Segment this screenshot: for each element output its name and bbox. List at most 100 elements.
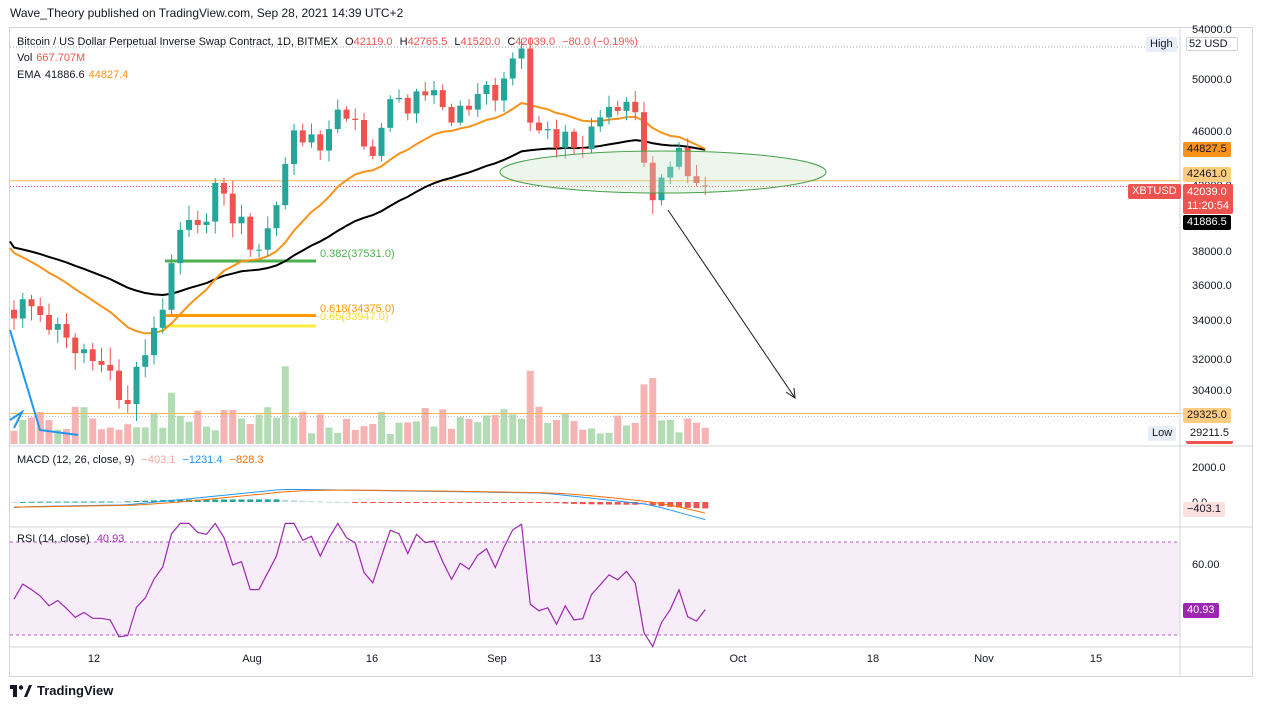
candle-body xyxy=(702,185,709,187)
volume-bar xyxy=(176,415,184,444)
macd-histogram-bar xyxy=(151,500,157,502)
macd-histogram-bar xyxy=(264,499,271,502)
candle-body xyxy=(203,221,210,225)
volume-value: 667.707M xyxy=(36,52,86,64)
rsi-value: 40.93 xyxy=(96,533,125,545)
candle-body xyxy=(212,182,219,222)
wave-drawing xyxy=(9,329,79,436)
macd-histogram-bar xyxy=(11,502,17,503)
macd-histogram-bar xyxy=(413,502,420,503)
countdown: 11:20:54 xyxy=(1187,200,1230,212)
macd-histogram-bar xyxy=(693,502,700,509)
rsi-band-fill xyxy=(10,542,1180,635)
volume-bar xyxy=(185,421,193,444)
macd-histogram-bar xyxy=(28,501,35,503)
macd-histogram-bar xyxy=(116,501,122,503)
volume-bar xyxy=(596,433,604,444)
volume-bar xyxy=(316,414,324,444)
macd-legend[interactable]: MACD (12, 26, close, 9) −403.1 −1231.4 −… xyxy=(17,454,264,466)
macd-histogram-bar xyxy=(308,501,315,503)
macd-signal-value: −828.3 xyxy=(229,454,264,466)
volume-bar xyxy=(456,417,464,444)
volume-bar xyxy=(290,417,298,444)
candle-body xyxy=(238,216,245,224)
candle-body xyxy=(527,48,534,123)
macd-histogram-bar xyxy=(501,502,507,503)
candle-body xyxy=(133,366,140,404)
volume-bar xyxy=(649,378,657,444)
rsi-axis-label: 60.00 xyxy=(1192,559,1220,571)
macd-value: −1231.4 xyxy=(182,454,223,466)
candle-body xyxy=(317,134,324,151)
macd-histogram-bar xyxy=(623,502,630,505)
candle-body xyxy=(483,84,490,94)
candle-body xyxy=(658,177,665,201)
volume-bar xyxy=(631,422,639,444)
macd-histogram-bar xyxy=(81,501,87,503)
symbol-title[interactable]: Bitcoin / US Dollar Perpetual Inverse Sw… xyxy=(17,36,338,48)
macd-histogram-bar xyxy=(177,499,184,502)
candle-body xyxy=(247,216,254,250)
ema-legend[interactable]: EMA 41886.6 44827.4 xyxy=(17,69,129,81)
ema-fast-tag: 44827.5 xyxy=(1183,142,1231,157)
volume-bar xyxy=(421,407,429,444)
candle-body xyxy=(343,109,350,119)
level-tag: 42461.0 xyxy=(1183,167,1231,182)
volume-bar xyxy=(395,422,403,444)
candle-body xyxy=(264,228,271,250)
volume-bar xyxy=(483,415,490,444)
macd-histogram-bar xyxy=(649,502,656,506)
macd-histogram-bar xyxy=(54,501,61,503)
rsi-pane xyxy=(13,522,706,648)
volume-bar xyxy=(553,419,560,444)
price-axis-label: 30400.0 xyxy=(1192,385,1232,397)
macd-histogram-bar xyxy=(614,502,621,505)
time-axis-label: 12 xyxy=(87,653,101,665)
candle-body xyxy=(676,147,682,167)
macd-histogram-bar xyxy=(299,500,306,502)
rsi-legend[interactable]: RSI (14, close) 40.93 xyxy=(17,533,125,545)
macd-histogram-bar xyxy=(457,502,464,503)
candle-body xyxy=(588,126,595,150)
volume-bar xyxy=(588,428,595,444)
volume-bar xyxy=(378,411,385,444)
symbol-tag[interactable]: XBTUSD xyxy=(1128,184,1181,199)
time-axis-label: Oct xyxy=(729,653,747,665)
volume-bar xyxy=(28,417,35,444)
macd-histogram-bar xyxy=(72,501,79,503)
macd-histogram-bar xyxy=(89,501,96,503)
volume-bar xyxy=(675,432,683,444)
low-value: 29211.5 xyxy=(1186,426,1233,444)
macd-histogram-bar xyxy=(562,502,569,504)
volume-bar xyxy=(159,427,167,444)
candlesticks xyxy=(11,37,709,421)
macd-histogram-bar xyxy=(229,499,236,502)
price-axis-label: 50000.0 xyxy=(1192,74,1232,86)
candle-body xyxy=(606,107,612,118)
arrow-drawing xyxy=(667,209,796,399)
candle-body xyxy=(369,146,376,156)
macd-histogram-bar xyxy=(492,502,499,503)
ema-slow-value: 41886.6 xyxy=(44,69,85,81)
candle-body xyxy=(632,101,639,113)
macd-histogram-bar xyxy=(212,499,219,502)
volume-bar xyxy=(605,433,613,444)
macd-histogram-bar xyxy=(597,502,604,505)
volume-bar xyxy=(273,417,280,444)
macd-histogram-bar xyxy=(369,502,376,503)
wave-drawing-small xyxy=(9,409,25,429)
volume-legend[interactable]: Vol 667.707M xyxy=(17,52,86,64)
macd-histogram-bar xyxy=(326,501,332,503)
macd-histogram-bar xyxy=(667,502,674,507)
high-label: High xyxy=(1146,37,1177,52)
drawings[interactable] xyxy=(9,150,827,436)
tradingview-logo[interactable]: TradingView xyxy=(10,683,113,698)
volume-bar xyxy=(281,366,289,444)
candle-body xyxy=(667,166,674,178)
volume-bar xyxy=(666,419,674,444)
ellipse-drawing xyxy=(499,150,827,194)
candle-body xyxy=(177,229,184,264)
macd-histogram-bar xyxy=(133,500,140,502)
time-axis-label: 18 xyxy=(866,653,880,665)
